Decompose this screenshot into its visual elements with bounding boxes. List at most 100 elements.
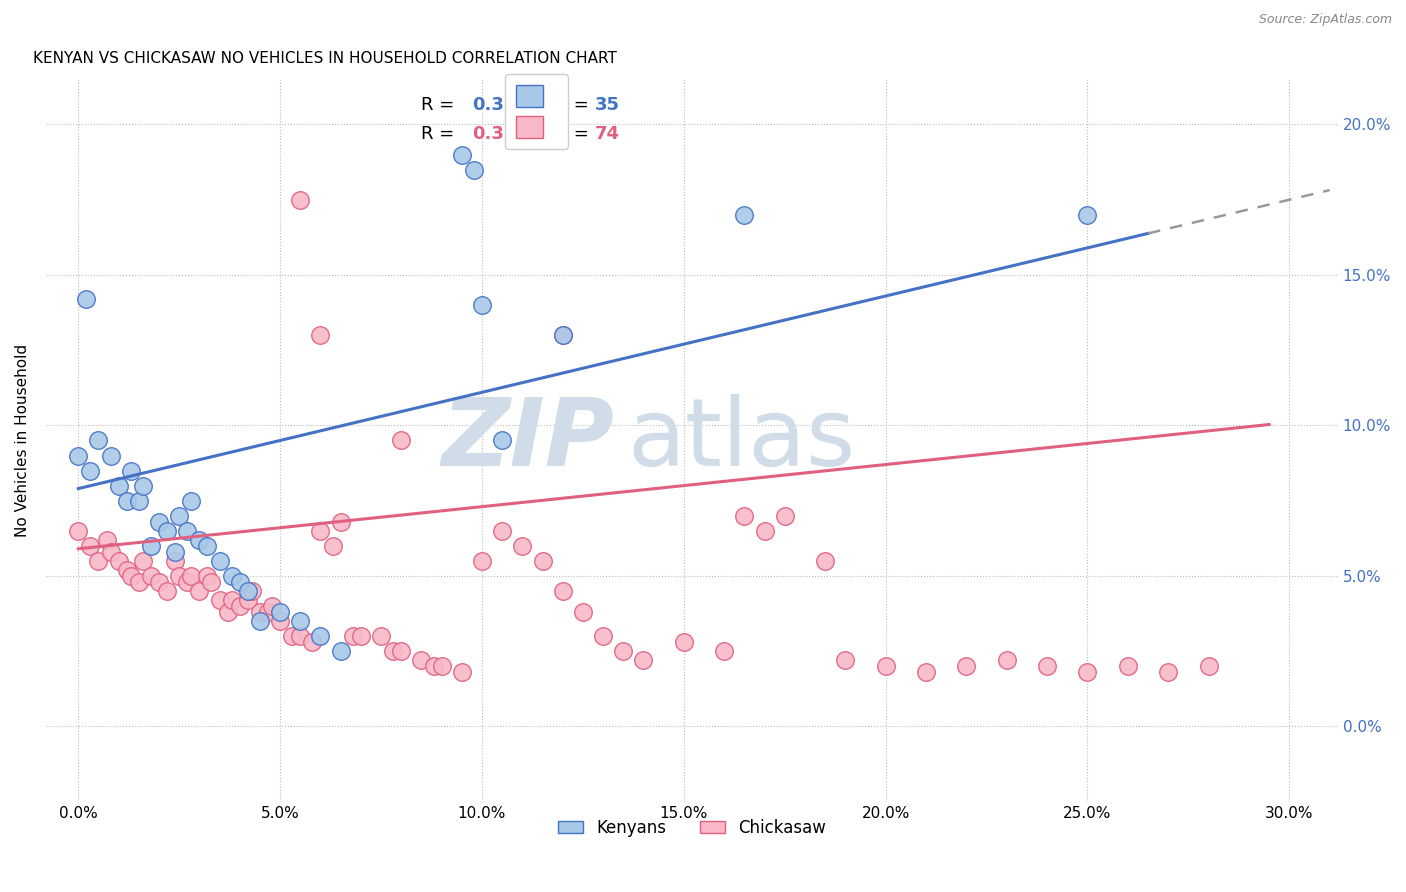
Text: atlas: atlas [627, 394, 855, 486]
Point [87, 554, 110, 568]
Point [309, 524, 332, 538]
Point [713, 644, 735, 658]
Point [995, 653, 1018, 667]
Point [180, 569, 202, 583]
Point [208, 554, 231, 568]
Point [188, 533, 211, 547]
Point [329, 515, 352, 529]
Point [551, 328, 574, 343]
Point [197, 569, 219, 583]
Point [75, 292, 97, 306]
Point [148, 515, 170, 529]
Point [96, 533, 118, 547]
Point [260, 599, 283, 613]
Point [139, 569, 162, 583]
Point [67, 449, 90, 463]
Point [592, 629, 614, 643]
Point [229, 599, 252, 613]
Point [754, 524, 776, 538]
Point [87, 434, 110, 448]
Point [551, 583, 574, 598]
Point [411, 653, 433, 667]
Point [236, 583, 259, 598]
Text: 35: 35 [595, 95, 620, 113]
Point [633, 653, 655, 667]
Point [120, 569, 142, 583]
Point [115, 563, 138, 577]
Point [100, 545, 122, 559]
Point [463, 162, 485, 177]
Point [471, 298, 494, 312]
Text: R =: R = [420, 95, 460, 113]
Point [329, 644, 352, 658]
Point [132, 478, 155, 492]
Point [471, 554, 494, 568]
Legend: Kenyans, Chickasaw: Kenyans, Chickasaw [551, 813, 832, 844]
Point [200, 574, 222, 589]
Point [309, 629, 332, 643]
Point [167, 508, 190, 523]
Point [188, 583, 211, 598]
Point [672, 635, 695, 649]
Point [834, 653, 856, 667]
Point [350, 629, 373, 643]
Point [167, 569, 190, 583]
Text: 74: 74 [595, 125, 620, 143]
Text: KENYAN VS CHICKASAW NO VEHICLES IN HOUSEHOLD CORRELATION CHART: KENYAN VS CHICKASAW NO VEHICLES IN HOUSE… [34, 51, 617, 66]
Text: R =: R = [420, 125, 460, 143]
Text: N =: N = [543, 125, 595, 143]
Point [257, 605, 280, 619]
Point [281, 629, 304, 643]
Point [67, 524, 90, 538]
Text: ZIP: ZIP [441, 394, 614, 486]
Point [156, 583, 179, 598]
Point [290, 614, 312, 628]
Point [148, 574, 170, 589]
Point [128, 574, 150, 589]
Point [221, 569, 243, 583]
Point [389, 644, 412, 658]
Point [176, 574, 198, 589]
Point [236, 593, 259, 607]
Point [290, 193, 312, 207]
Point [1076, 208, 1098, 222]
Point [342, 629, 364, 643]
Point [1076, 665, 1098, 680]
Point [1116, 659, 1139, 673]
Point [510, 539, 533, 553]
Text: 0.323: 0.323 [472, 95, 529, 113]
Point [572, 605, 595, 619]
Point [450, 665, 472, 680]
Point [1157, 665, 1180, 680]
Point [733, 208, 755, 222]
Point [107, 478, 129, 492]
Point [382, 644, 405, 658]
Point [733, 508, 755, 523]
Point [612, 644, 634, 658]
Point [309, 328, 332, 343]
Point [915, 665, 938, 680]
Y-axis label: No Vehicles in Household: No Vehicles in Household [15, 344, 30, 537]
Point [79, 539, 101, 553]
Point [249, 614, 271, 628]
Point [240, 583, 263, 598]
Point [422, 659, 444, 673]
Point [551, 328, 574, 343]
Point [370, 629, 392, 643]
Point [389, 434, 412, 448]
Point [269, 605, 291, 619]
Point [156, 524, 179, 538]
Point [229, 574, 252, 589]
Point [955, 659, 977, 673]
Text: Source: ZipAtlas.com: Source: ZipAtlas.com [1258, 13, 1392, 27]
Point [165, 545, 187, 559]
Point [269, 614, 291, 628]
Point [132, 554, 155, 568]
Point [165, 554, 187, 568]
Point [120, 464, 142, 478]
Point [531, 554, 554, 568]
Point [208, 593, 231, 607]
Point [180, 493, 202, 508]
Point [430, 659, 453, 673]
Point [301, 635, 323, 649]
